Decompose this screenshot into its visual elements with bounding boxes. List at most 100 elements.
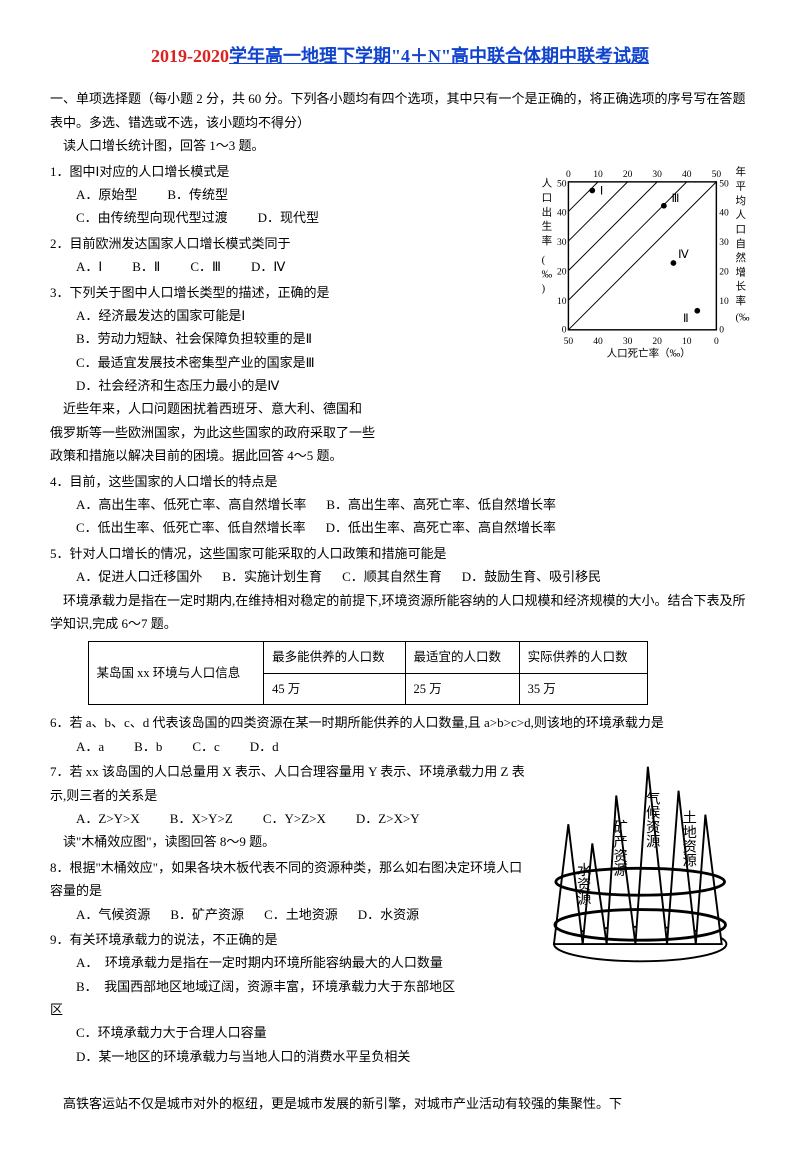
q9-c[interactable]: C．环境承载力大于合理人口容量 — [76, 1021, 267, 1044]
q6-b[interactable]: B．b — [134, 735, 162, 758]
svg-text:10: 10 — [682, 336, 692, 347]
svg-text:30: 30 — [652, 169, 662, 180]
q2-c[interactable]: C．Ⅲ — [190, 255, 221, 278]
q7-d[interactable]: D．Z>X>Y — [356, 807, 420, 830]
svg-text:增: 增 — [735, 265, 746, 278]
q9-b[interactable]: B． 我国西部地区地域辽阔，资源丰富，环境承载力大于东部地区 — [76, 975, 455, 998]
intro-2a: 近些年来，人口问题困扰着西班牙、意大利、德国和 — [50, 397, 750, 420]
table-c2: 25 万 — [405, 673, 519, 705]
q7-a[interactable]: A．Z>Y>X — [76, 807, 140, 830]
svg-text:40: 40 — [557, 207, 567, 218]
population-chart: 人 口出生率 (‰) 年 平均人口自然增长率 (‰) 人口死亡率（‰） 5040… — [530, 158, 750, 375]
q5-c[interactable]: C．顺其自然生育 — [342, 565, 442, 588]
svg-text:0: 0 — [562, 324, 567, 335]
svg-text:生: 生 — [542, 219, 553, 232]
table-h1: 最多能供养的人口数 — [264, 642, 405, 674]
title-year: 2019-2020 — [151, 46, 229, 66]
svg-text:(‰): (‰) — [735, 312, 750, 323]
q1-c[interactable]: C．由传统型向现代型过渡 — [76, 206, 228, 229]
svg-text:自: 自 — [735, 236, 746, 249]
page-title: 2019-2020学年高一地理下学期"4＋N"高中联合体期中联考试题 — [50, 40, 750, 72]
svg-text:率: 率 — [735, 294, 746, 307]
svg-text:0: 0 — [566, 169, 571, 180]
q5-a[interactable]: A．促进人口迁移国外 — [76, 565, 202, 588]
svg-text:Ⅱ: Ⅱ — [683, 313, 689, 325]
q3-c[interactable]: C．最适宜发展技术密集型产业的国家是Ⅲ — [76, 351, 315, 374]
q4-c[interactable]: C．低出生率、低死亡率、低自然增长率 — [76, 516, 306, 539]
q2-a[interactable]: A．Ⅰ — [76, 255, 102, 278]
axis-left-label: 人 — [542, 177, 553, 189]
title-main: 学年高一地理下学期"4＋N"高中联合体期中联考试题 — [229, 46, 649, 66]
q8-b[interactable]: B．矿产资源 — [170, 903, 244, 926]
svg-text:长: 长 — [735, 280, 746, 292]
q4-stem: 4．目前，这些国家的人口增长的特点是 — [50, 470, 750, 493]
q7-c[interactable]: C．Y>Z>X — [263, 807, 326, 830]
svg-text:30: 30 — [557, 236, 567, 247]
q6-a[interactable]: A．a — [76, 735, 104, 758]
q2-d[interactable]: D．Ⅳ — [251, 255, 285, 278]
svg-text:气候资源: 气候资源 — [644, 791, 660, 849]
q6-c[interactable]: C．c — [192, 735, 219, 758]
q4-a[interactable]: A．高出生率、低死亡率、高自然增长率 — [76, 493, 306, 516]
intro-5: 高铁客运站不仅是城市对外的枢纽，更是城市发展的新引擎，对城市产业活动有较强的集聚… — [50, 1092, 750, 1115]
table-c3: 35 万 — [519, 673, 647, 705]
svg-text:矿产资源: 矿产资源 — [611, 819, 627, 877]
q1-a[interactable]: A．原始型 — [76, 183, 137, 206]
q9-b-cont: 区 — [50, 998, 750, 1021]
svg-text:40: 40 — [719, 207, 729, 218]
q5-d[interactable]: D．鼓励生育、吸引移民 — [462, 565, 601, 588]
barrel-figure: 水资源 矿产资源 气候资源 土地资源 — [540, 758, 750, 975]
svg-text:20: 20 — [719, 266, 729, 277]
svg-text:率: 率 — [542, 233, 553, 246]
svg-text:Ⅲ: Ⅲ — [672, 192, 680, 204]
svg-text:30: 30 — [623, 336, 633, 347]
env-table: 某岛国 xx 环境与人口信息最多能供养的人口数最适宜的人口数实际供养的人口数 4… — [88, 641, 648, 705]
svg-text:10: 10 — [593, 169, 603, 180]
svg-text:10: 10 — [557, 296, 567, 307]
svg-text:Ⅰ: Ⅰ — [600, 185, 603, 197]
intro-2c: 政策和措施以解决目前的困境。据此回答 4～5 题。 — [50, 444, 750, 467]
svg-text:口: 口 — [542, 193, 553, 204]
svg-text:50: 50 — [712, 169, 722, 180]
q8-c[interactable]: C．土地资源 — [264, 903, 338, 926]
svg-text:0: 0 — [714, 336, 719, 347]
q4-d[interactable]: D．低出生率、高死亡率、高自然增长率 — [326, 516, 556, 539]
svg-text:土地资源: 土地资源 — [680, 810, 696, 868]
table-h2: 最适宜的人口数 — [405, 642, 519, 674]
q9-d[interactable]: D．某一地区的环境承载力与当地人口的消费水平呈负相关 — [76, 1045, 410, 1068]
q3-a[interactable]: A．经济最发达的国家可能是Ⅰ — [76, 304, 245, 327]
svg-text:20: 20 — [623, 169, 633, 180]
svg-text:人: 人 — [735, 209, 746, 221]
q3-d[interactable]: D．社会经济和生态压力最小的是Ⅳ — [76, 374, 279, 397]
svg-text:出: 出 — [542, 205, 553, 218]
q8-a[interactable]: A．气候资源 — [76, 903, 150, 926]
svg-text:50: 50 — [564, 336, 574, 347]
svg-text:10: 10 — [719, 296, 729, 307]
q1-b[interactable]: B．传统型 — [167, 183, 228, 206]
svg-text:然: 然 — [735, 251, 746, 264]
svg-text:均: 均 — [735, 194, 746, 206]
svg-text:20: 20 — [652, 336, 662, 347]
table-h3: 实际供养的人口数 — [519, 642, 647, 674]
svg-text:‰: ‰ — [542, 269, 553, 280]
svg-text:30: 30 — [719, 236, 729, 247]
q8-d[interactable]: D．水资源 — [358, 903, 419, 926]
q3-b[interactable]: B．劳动力短缺、社会保障负担较重的是Ⅱ — [76, 327, 312, 350]
intro-1: 读人口增长统计图，回答 1～3 题。 — [50, 134, 750, 157]
q5-stem: 5．针对人口增长的情况，这些国家可能采取的人口政策和措施可能是 — [50, 542, 750, 565]
svg-text:): ) — [542, 283, 546, 294]
q5-b[interactable]: B．实施计划生育 — [222, 565, 322, 588]
svg-text:(: ( — [542, 255, 546, 266]
table-c1: 45 万 — [264, 673, 405, 705]
q4-b[interactable]: B．高出生率、高死亡率、低自然增长率 — [326, 493, 556, 516]
q9-a[interactable]: A． 环境承载力是指在一定时期内环境所能容纳最大的人口数量 — [76, 951, 443, 974]
q6-d[interactable]: D．d — [250, 735, 279, 758]
q1-d[interactable]: D．现代型 — [258, 206, 319, 229]
q7-b[interactable]: B．X>Y>Z — [170, 807, 233, 830]
axis-bottom-label: 人口死亡率（‰） — [607, 346, 691, 359]
section-header: 一、单项选择题（每小题 2 分，共 60 分。下列各小题均有四个选项，其中只有一… — [50, 87, 750, 134]
svg-text:平: 平 — [735, 181, 746, 192]
intro-3: 环境承载力是指在一定时期内,在维持相对稳定的前提下,环境资源所能容纳的人口规模和… — [50, 589, 750, 636]
svg-text:0: 0 — [719, 324, 724, 335]
q2-b[interactable]: B．Ⅱ — [132, 255, 160, 278]
